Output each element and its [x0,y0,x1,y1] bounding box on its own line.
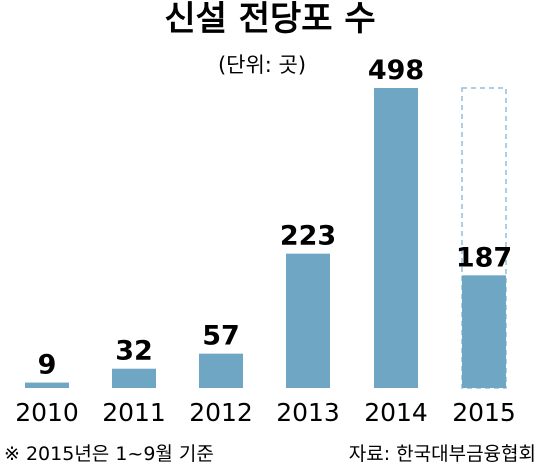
x-tick-2013: 2013 [276,398,340,427]
chart-title: 신설 전당포 수 [164,0,375,39]
value-label-2010: 9 [38,350,57,381]
value-label-2012: 57 [202,321,240,352]
bar-2011 [112,368,156,388]
bars-group [25,87,507,389]
unit-label: (단위: 곳) [218,53,306,77]
value-label-2015: 187 [456,242,512,273]
x-tick-2012: 2012 [189,398,253,427]
bar-2014 [374,88,418,388]
bar-2013 [286,253,330,388]
x-tick-labels-group: 2010 2011 2012 2013 2014 2015 [15,398,516,427]
bar-2012 [199,353,243,388]
value-label-2014: 498 [368,55,424,86]
x-tick-2014: 2014 [364,398,428,427]
value-label-2013: 223 [280,221,336,252]
value-label-2011: 32 [115,336,153,367]
x-tick-2011: 2011 [102,398,166,427]
footnote: ※ 2015년은 1~9월 기준 [4,443,214,465]
bar-2010 [25,382,69,388]
bar-2015 [462,275,506,388]
bar-2015-projection-outline [461,87,507,389]
value-labels-group: 9 32 57 223 498 187 [38,55,513,381]
source-label: 자료: 한국대부금융협회 [349,443,536,465]
x-tick-2010: 2010 [15,398,79,427]
x-tick-2015: 2015 [452,398,516,427]
